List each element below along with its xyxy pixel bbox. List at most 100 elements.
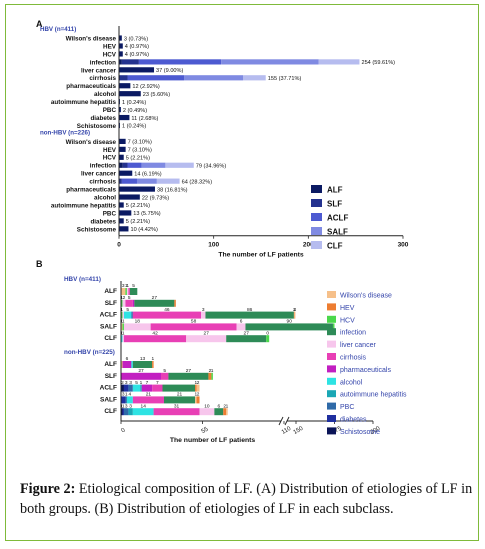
panel-a-legend-swatch-slf xyxy=(311,199,322,207)
panel-b-segment-label: 18 xyxy=(135,319,141,325)
panel-b-segment-label: 2 xyxy=(209,368,212,374)
panel-b-legend-swatch-pbc xyxy=(327,402,336,410)
panel-a-bar-aclf xyxy=(121,178,137,184)
panel-b-segment-label: 58 xyxy=(191,319,197,325)
panel-b-segment-infection xyxy=(163,396,196,404)
panel-a-bar-alf xyxy=(119,210,132,216)
panel-a-category-label: liver cancer xyxy=(81,171,117,178)
panel-b-legend-label: HEV xyxy=(340,305,355,312)
panel-b-legend-label: diabetes xyxy=(340,417,367,424)
panel-b-segment-alcohol xyxy=(132,384,141,392)
panel-b-segment-label: 90 xyxy=(287,319,293,325)
panel-b-x-axis-title: The number of LF patients xyxy=(170,437,256,444)
panel-a-category-label: liver cancer xyxy=(81,67,117,74)
panel-a-legend-label: SLF xyxy=(327,200,342,209)
panel-b-segment-infection xyxy=(129,288,138,295)
panel-a-bar-slf xyxy=(119,178,122,184)
panel-b-segment-autoimmune-hepatitis xyxy=(140,384,142,392)
panel-a-legend-label: ALF xyxy=(327,186,343,195)
panel-b-group-label-1: non-HBV (n=225) xyxy=(64,349,115,356)
panel-b-segment-cirrhosis xyxy=(153,408,200,416)
panel-a-value-label: 12 (2.92%) xyxy=(132,84,159,90)
caption-label: Figure 2: xyxy=(20,481,76,497)
panel-b-legend-label: PBC xyxy=(340,404,354,411)
panel-b-segment-alcohol xyxy=(132,408,154,416)
panel-a-value-label: 3 (0.73%) xyxy=(124,36,148,42)
panel-b-segment-liver-cancer xyxy=(122,335,124,343)
panel-a-value-label: 23 (5.60%) xyxy=(143,92,170,98)
panel-b-segment-label: 7 xyxy=(146,380,149,386)
panel-b-segment-liver-cancer xyxy=(236,323,246,331)
panel-b-segment-liver-cancer xyxy=(123,323,151,331)
panel-a-bar-alf xyxy=(119,202,124,208)
panel-a-category-label: autoimmune hepatitis xyxy=(51,202,117,209)
panel-a-value-label: 10 (4.42%) xyxy=(130,227,157,233)
panel-a-legend-label: SALF xyxy=(327,228,348,237)
panel-a-category-label: alcohol xyxy=(94,91,116,98)
panel-b-segment-alcohol xyxy=(121,335,123,343)
panel-a-category-label: diabetes xyxy=(90,218,116,225)
panel-b-legend-swatch-hcv xyxy=(327,315,336,323)
panel-b-segment-hev xyxy=(196,396,200,404)
panel-b-legend-label: liver cancer xyxy=(340,342,376,349)
panel-a-bar-alf xyxy=(119,194,140,200)
panel-b-segment-label: 2 xyxy=(223,403,226,409)
panel-b-x-tick-label: 150 xyxy=(293,425,305,436)
panel-a-legend-swatch-alf xyxy=(311,185,322,193)
panel-b-segment-label: 27 xyxy=(204,330,210,336)
panel-a-category-label: PBC xyxy=(103,107,117,114)
panel-b-segment-liver-cancer xyxy=(122,299,126,307)
panel-b-segment-label: 3 xyxy=(122,392,125,398)
panel-a-bar-alf xyxy=(119,154,124,160)
panel-b-segment-label: 4 xyxy=(293,307,296,313)
panel-b-segment-label: 31 xyxy=(174,403,180,409)
panel-b-segment-label: 1 xyxy=(194,380,197,386)
panel-b-segment-label: 5 xyxy=(135,380,138,386)
panel-b-segment-label: 27 xyxy=(244,330,250,336)
panel-b-row-label: SLF xyxy=(105,373,117,380)
panel-a-value-label: 155 (37.71%) xyxy=(268,76,302,82)
figure-caption: Figure 2: Etiological composition of LF.… xyxy=(20,479,480,519)
panel-b-segment-wilson-s-disease xyxy=(121,323,123,331)
panel-b-segment-liver-cancer xyxy=(122,311,124,319)
panel-b-segment-hev xyxy=(152,361,154,368)
panel-b-segment-cirrhosis xyxy=(150,323,237,331)
panel-a-x-tick-label: 200 xyxy=(303,242,314,249)
panel-b-segment-wilson-s-disease xyxy=(121,361,123,368)
panel-b-segment-label: 1 xyxy=(120,403,123,409)
panel-a-category-label: autoimmune hepatitis xyxy=(51,99,117,106)
panel-b-segment-label: 3 xyxy=(129,403,132,409)
panel-b-row-label: ACLF xyxy=(100,385,117,392)
panel-a-value-label: 7 (3.10%) xyxy=(128,148,152,154)
panel-b-row-label: SALF xyxy=(100,323,117,330)
panel-a-group-label-0: HBV (n=411) xyxy=(40,26,76,33)
panel-b-segment-label: 3 xyxy=(125,380,128,386)
panel-b-segment-label: 27 xyxy=(138,368,144,374)
panel-b-segment-infection xyxy=(205,311,294,319)
panel-b-segment-pharmaceuticals xyxy=(122,361,132,368)
panel-b-x-tick-label: 0 xyxy=(121,427,127,434)
panel-b-row-label: CLF xyxy=(104,408,117,415)
panel-b-segment-wilson-s-disease xyxy=(196,384,200,392)
panel-a-group-label-1: non-HBV (n=226) xyxy=(40,129,90,136)
panel-a-value-label: 4 (0.97%) xyxy=(125,44,149,50)
panel-b-segment-hcv xyxy=(211,372,213,380)
panel-b-segment-hev xyxy=(208,372,212,380)
panel-b-segment-label: 5 xyxy=(128,295,131,301)
panel-b-segment-label: 1 xyxy=(125,283,128,289)
panel-b-legend-label: infection xyxy=(340,330,366,337)
panel-b-segment-label: 1 xyxy=(120,319,123,325)
panel-a-category-label: Wilson's disease xyxy=(66,35,117,42)
panel-b-segment-label: 1 xyxy=(120,307,123,313)
panel-a-category-label: pharmaceuticals xyxy=(66,83,116,90)
panel-b-segment-label: 6 xyxy=(126,356,129,362)
panel-b-segment-label: 3 xyxy=(122,283,125,289)
panel-b-segment-alcohol xyxy=(131,361,133,368)
panel-a-bar-alf xyxy=(119,186,155,192)
panel-a-category-label: HCV xyxy=(103,51,117,58)
panel-b-segment-liver-cancer xyxy=(186,335,227,343)
panel-b-row-label: ACLF xyxy=(100,312,117,319)
panel-b-segment-alcohol xyxy=(126,396,133,404)
panel-a-bar-alf xyxy=(119,35,122,41)
panel-b-segment-pbc xyxy=(123,408,129,416)
